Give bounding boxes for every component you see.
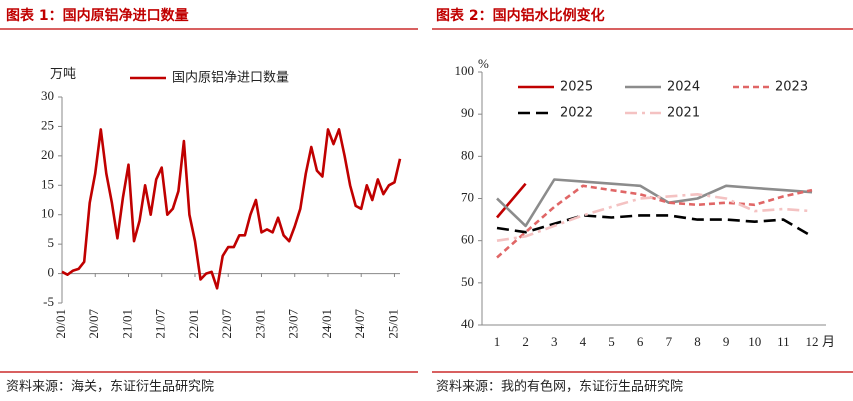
y-tick-label: 80	[461, 147, 474, 162]
series-line	[496, 214, 813, 238]
x-tick-label: 20/07	[86, 309, 101, 339]
y-tick-label: 50	[461, 274, 474, 289]
y-tick-label: 20	[41, 147, 54, 162]
legend-label: 国内原铝净进口数量	[172, 70, 289, 86]
y-tick-label: 25	[41, 117, 54, 132]
x-tick-label: 21/01	[119, 309, 134, 339]
x-unit: 月	[822, 334, 835, 349]
y-tick-label: 30	[41, 88, 54, 103]
series-line	[496, 193, 813, 242]
x-tick-label: 21/07	[153, 309, 168, 339]
chart-title: 图表 1：国内原铝净进口数量	[6, 7, 189, 24]
x-tick-label: 11	[777, 334, 790, 349]
y-unit: 万吨	[50, 66, 76, 81]
x-tick-label: 3	[551, 334, 558, 349]
source: 资料来源：我的有色网，东证衍生品研究院	[436, 379, 683, 395]
x-tick-label: 24/01	[319, 309, 334, 339]
legend-label: 2025	[560, 80, 593, 95]
y-tick-label: 60	[461, 232, 474, 247]
legend-label: 2023	[775, 80, 808, 95]
y-tick-label: 40	[461, 316, 474, 331]
x-tick-label: 1	[494, 334, 501, 349]
x-tick-label: 22/01	[186, 309, 201, 339]
y-tick-label: 70	[461, 189, 474, 204]
legend-label: 2022	[560, 106, 593, 121]
x-tick-label: 4	[580, 334, 587, 349]
x-tick-label: 23/07	[286, 309, 301, 339]
chart-title: 图表 2：国内铝水比例变化	[436, 7, 605, 24]
y-tick-label: 100	[455, 63, 475, 78]
x-tick-label: 5	[608, 334, 615, 349]
y-tick-label: 90	[461, 105, 474, 120]
x-tick-label: 8	[694, 334, 701, 349]
y-tick-label: 15	[41, 176, 54, 191]
x-tick-label: 24/07	[352, 309, 367, 339]
y-tick-label: 0	[48, 265, 55, 280]
x-tick-label: 9	[723, 334, 730, 349]
legend-label: 2024	[667, 80, 700, 95]
legend-label: 2021	[667, 106, 700, 121]
x-tick-label: 2	[522, 334, 529, 349]
series-line	[496, 178, 813, 228]
x-tick-label: 12	[806, 334, 819, 349]
y-tick-label: 5	[48, 235, 55, 250]
y-unit: %	[478, 56, 489, 71]
x-tick-label: 23/01	[252, 309, 267, 339]
x-tick-label: 7	[666, 334, 673, 349]
x-tick-label: 22/07	[219, 309, 234, 339]
x-tick-label: 20/01	[53, 309, 68, 339]
x-tick-label: 25/01	[385, 309, 400, 339]
series-line	[61, 128, 402, 290]
x-tick-label: 6	[637, 334, 644, 349]
source: 资料来源：海关，东证衍生品研究院	[6, 380, 214, 395]
y-tick-label: 10	[41, 206, 54, 221]
x-tick-label: 10	[748, 334, 761, 349]
series-line	[496, 182, 527, 219]
y-tick-label: -5	[43, 294, 54, 309]
series-line	[496, 184, 813, 259]
